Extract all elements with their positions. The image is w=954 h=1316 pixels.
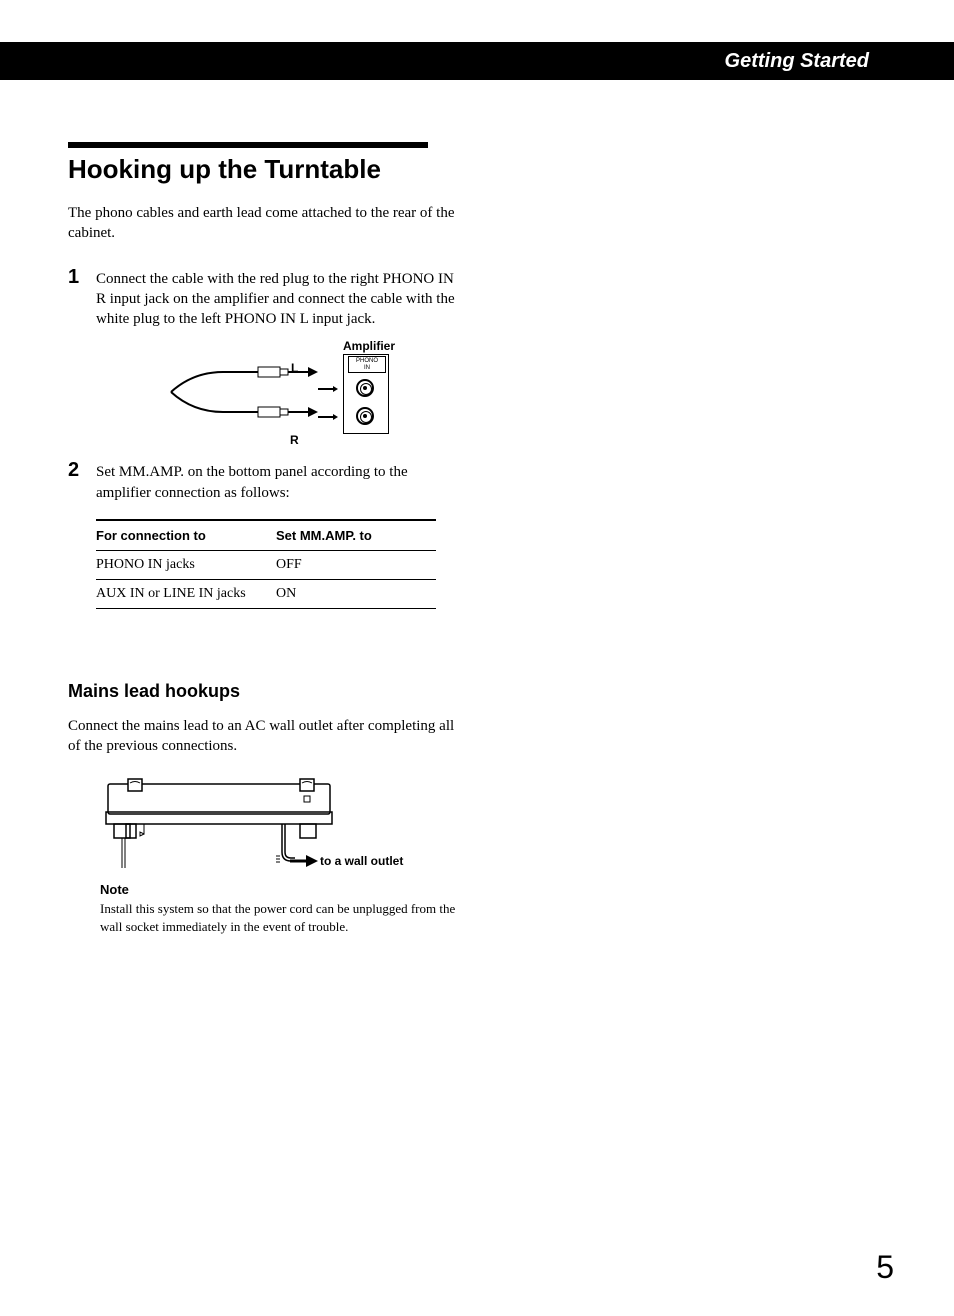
amplifier-connection-diagram: Amplifier L R PHONOIN — [163, 339, 423, 447]
note-heading: Note — [100, 882, 460, 897]
mm-amp-settings-table: For connection to Set MM.AMP. to PHONO I… — [96, 519, 436, 609]
step-text: Set MM.AMP. on the bottom panel accordin… — [96, 459, 460, 503]
cable-diagram-icon — [163, 354, 343, 434]
right-channel-label: R — [290, 433, 299, 447]
table-cell: OFF — [276, 550, 436, 579]
step-1: 1 Connect the cable with the red plug to… — [68, 266, 460, 330]
header-banner: Getting Started — [0, 42, 954, 80]
page-number: 5 — [876, 1249, 894, 1286]
table-cell: AUX IN or LINE IN jacks — [96, 579, 276, 608]
arrow-right-icon — [290, 852, 318, 870]
phono-in-label: PHONOIN — [348, 356, 386, 373]
step-text: Connect the cable with the red plug to t… — [96, 266, 460, 330]
section-divider-bar — [68, 142, 428, 148]
step-number: 2 — [68, 459, 96, 503]
step-2: 2 Set MM.AMP. on the bottom panel accord… — [68, 459, 460, 503]
note-text: Install this system so that the power co… — [100, 900, 460, 935]
wall-outlet-label: to a wall outlet — [320, 854, 403, 868]
intro-paragraph: The phono cables and earth lead come att… — [68, 203, 460, 244]
table-row: AUX IN or LINE IN jacks ON — [96, 579, 436, 608]
main-content: Hooking up the Turntable The phono cable… — [0, 80, 460, 935]
table-cell: PHONO IN jacks — [96, 550, 276, 579]
mains-lead-diagram: to a wall outlet — [100, 776, 460, 874]
subsection-text: Connect the mains lead to an AC wall out… — [68, 716, 460, 757]
table-cell: ON — [276, 579, 436, 608]
section-title: Hooking up the Turntable — [68, 154, 460, 185]
table-row: PHONO IN jacks OFF — [96, 550, 436, 579]
table-header: For connection to — [96, 520, 276, 551]
subsection-title: Mains lead hookups — [68, 681, 460, 702]
amplifier-label: Amplifier — [343, 339, 395, 353]
step-number: 1 — [68, 266, 96, 330]
banner-text: Getting Started — [725, 50, 869, 73]
table-header: Set MM.AMP. to — [276, 520, 436, 551]
